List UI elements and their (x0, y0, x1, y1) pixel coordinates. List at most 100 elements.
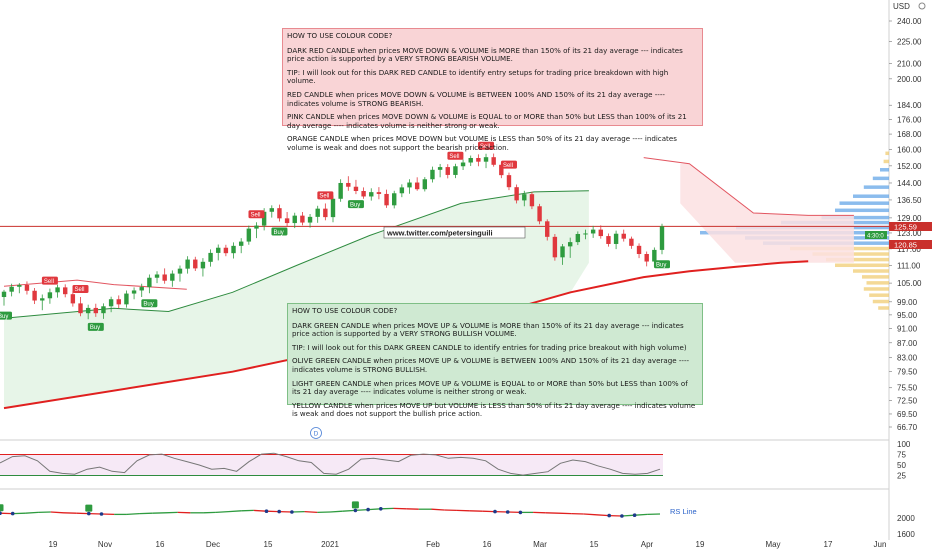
candle-body (430, 170, 434, 179)
rs-new-high-dot (87, 512, 91, 516)
candle-body (208, 253, 212, 262)
time-tick-label: Mar (533, 540, 547, 549)
price-tick-label: 184.00 (897, 101, 922, 110)
candle-body (25, 285, 29, 291)
candle-body (155, 274, 159, 277)
candle-body (576, 234, 580, 242)
rs-line-segment (330, 511, 343, 512)
price-tick-label: 105.00 (897, 279, 922, 288)
rs-new-high-dot (290, 510, 294, 514)
candle-body (522, 194, 526, 200)
rs-line-segment (584, 514, 597, 515)
candle-body (94, 308, 98, 313)
rs-new-high-dot (265, 509, 269, 513)
signal-label: Sell (250, 213, 260, 219)
time-tick-label: 16 (156, 540, 165, 549)
price-tick-label: 152.00 (897, 162, 922, 171)
volume-profile-bar (867, 281, 890, 285)
rs-line-segment (635, 514, 648, 515)
candle-body (491, 157, 495, 165)
price-tick-label: 69.50 (897, 410, 918, 419)
candle-body (254, 226, 258, 229)
volume-profile-bar (864, 185, 889, 189)
candle-body (629, 239, 633, 246)
candle-body (185, 260, 189, 269)
rs-marker-badge (85, 505, 92, 512)
candle-body (78, 303, 82, 313)
time-tick-label: Dec (206, 540, 220, 549)
candle-body (300, 216, 304, 223)
volume-profile-bar (835, 264, 889, 268)
candle-body (346, 183, 350, 187)
candle-body (354, 187, 358, 191)
price-tick-label: 87.00 (897, 339, 918, 348)
time-tick-label: 16 (483, 540, 492, 549)
price-tick-label: 168.00 (897, 130, 922, 139)
rs-line-segment (355, 510, 368, 511)
candle-body (637, 246, 641, 254)
volume-profile-bar (840, 201, 890, 205)
signal-label: Buy (273, 230, 283, 236)
candle-body (660, 226, 664, 250)
note-paragraph: DARK RED CANDLE when prices MOVE DOWN & … (287, 47, 698, 64)
rs-new-high-dot (506, 510, 510, 514)
candle-body (331, 199, 335, 217)
candle-body (308, 217, 312, 223)
rs-line-label: RS Line (670, 507, 697, 516)
note-paragraph: DARK GREEN CANDLE when prices MOVE UP & … (292, 322, 698, 339)
volume-profile-bar (835, 209, 889, 213)
note-paragraph: RED CANDLE when prices MOVE DOWN & VOLUM… (287, 91, 698, 108)
watermark-text: www.twitter.com/petersinguili (386, 229, 493, 238)
price-tick-label: 79.50 (897, 367, 918, 376)
price-tick-label: 95.00 (897, 311, 918, 320)
price-tick-label: 129.00 (897, 214, 922, 223)
candle-body (239, 242, 243, 246)
rs-marker-badge (0, 504, 4, 511)
candle-body (109, 299, 113, 306)
time-tick-label: 15 (590, 540, 599, 549)
candle-body (652, 250, 656, 262)
price-tick-label: 72.50 (897, 397, 918, 406)
rs-tick-label: 2000 (897, 514, 915, 523)
rs-new-high-dot (366, 508, 370, 512)
rs-line-segment (127, 514, 140, 515)
time-tick-label: 15 (264, 540, 273, 549)
note-paragraph: ORANGE CANDLE when prices MOVE DOWN but … (287, 135, 698, 152)
signal-label: Sell (75, 287, 85, 293)
volume-profile-bar (878, 306, 889, 310)
candle-body (2, 292, 6, 297)
note-paragraph: TIP: I will look out for this DARK RED C… (287, 69, 698, 86)
candle-body (178, 269, 182, 274)
time-tick-label: 17 (824, 540, 833, 549)
rs-new-high-dot (633, 513, 637, 517)
candle-body (514, 187, 518, 200)
time-tick-label: 19 (696, 540, 705, 549)
note-paragraph: TIP: I will look out for this DARK GREEN… (292, 344, 698, 353)
currency-label: USD (893, 2, 910, 11)
candle-body (277, 208, 281, 218)
time-tick-label: Nov (98, 540, 112, 549)
candle-body (461, 163, 465, 167)
candle-body (132, 290, 136, 293)
candle-body (170, 274, 174, 281)
signal-label: Buy (0, 314, 8, 320)
rs-new-high-dot (607, 514, 611, 518)
candle-body (583, 233, 587, 234)
signal-label: Sell (449, 154, 459, 160)
price-tick-label: 75.50 (897, 384, 918, 393)
rs-new-high-dot (277, 510, 281, 514)
volume-profile-bar (853, 194, 889, 198)
rs-line-segment (229, 511, 242, 512)
note-paragraph: YELLOW CANDLE when prices MOVE UP but VO… (292, 402, 698, 419)
volume-profile-bar (873, 177, 889, 181)
candle-body (216, 248, 220, 253)
price-tick-label: 83.00 (897, 354, 918, 363)
candle-body (40, 298, 44, 300)
price-tick-label: 240.00 (897, 17, 922, 26)
rs-new-high-dot (493, 510, 497, 514)
candle-body (453, 166, 457, 175)
candle-body (392, 193, 396, 205)
rs-line-segment (216, 512, 229, 513)
candle-body (484, 157, 488, 161)
candle-body (361, 191, 365, 196)
